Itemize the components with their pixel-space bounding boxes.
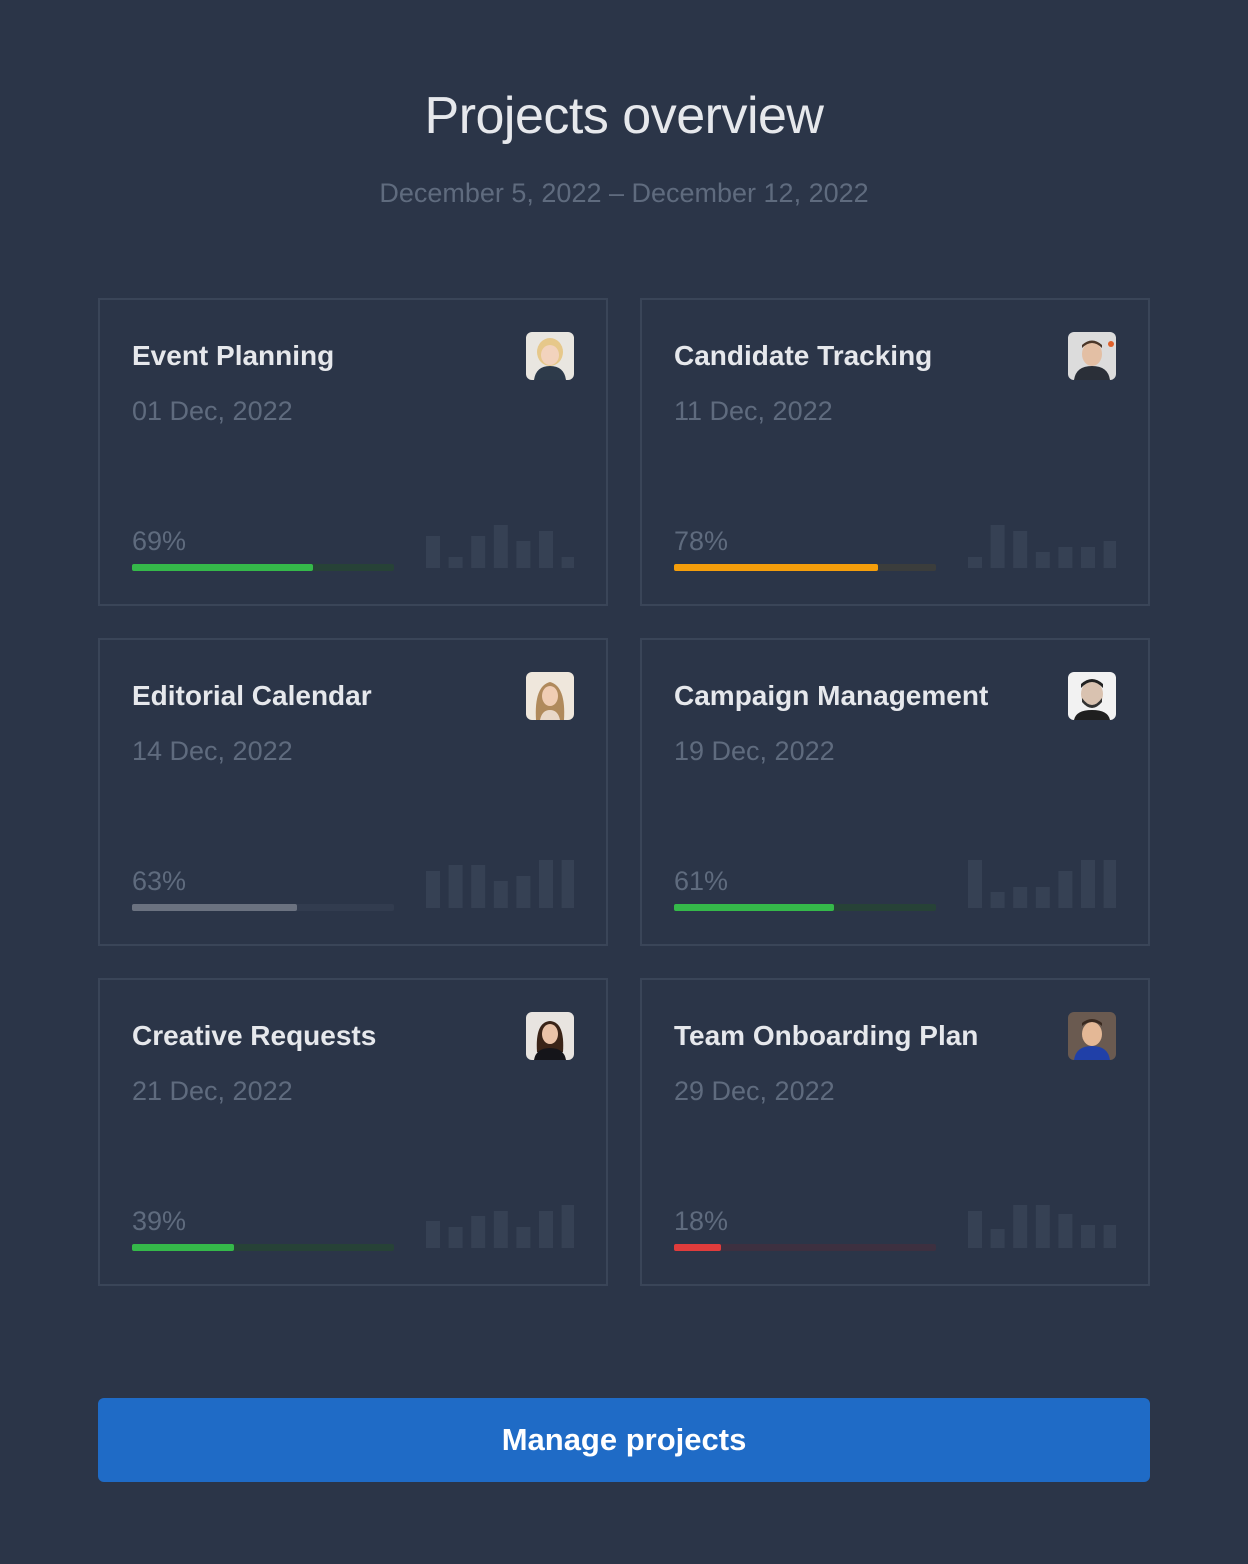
progress-track: [132, 904, 394, 911]
trend-bar: [493, 881, 508, 908]
trend-bar: [1058, 547, 1073, 568]
project-card[interactable]: Candidate Tracking 11 Dec, 2022 78%: [640, 298, 1150, 606]
trend-bar: [539, 1211, 553, 1248]
trend-bar: [516, 541, 531, 568]
trend-chart: [426, 518, 574, 568]
trend-bar: [1081, 547, 1095, 568]
trend-bar: [539, 860, 553, 908]
project-title: Team Onboarding Plan: [674, 1020, 979, 1051]
project-date: 29 Dec, 2022: [674, 1076, 835, 1106]
progress-fill: [674, 1244, 722, 1251]
progress-track: [132, 564, 394, 571]
project-title: Event Planning: [132, 340, 335, 371]
manage-projects-button[interactable]: Manage projects: [98, 1398, 1150, 1482]
progress-percent: 61%: [674, 866, 729, 896]
project-title: Creative Requests: [132, 1020, 377, 1051]
trend-bar: [1058, 871, 1073, 908]
avatar[interactable]: [1068, 1012, 1116, 1060]
trend-bar: [1103, 860, 1116, 908]
projects-grid: Event Planning 01 Dec, 2022 69% Candidat…: [98, 298, 1150, 1286]
trend-bar: [539, 531, 553, 568]
trend-bar: [471, 536, 486, 568]
avatar[interactable]: [1068, 672, 1116, 720]
trend-bar: [493, 525, 508, 568]
trend-bar: [1081, 860, 1095, 908]
progress-percent: 78%: [674, 526, 729, 556]
trend-chart: [426, 1198, 574, 1248]
trend-bar: [448, 865, 463, 908]
progress-fill: [674, 904, 834, 911]
trend-bar: [990, 525, 1005, 568]
project-date: 19 Dec, 2022: [674, 736, 835, 766]
trend-bar: [1013, 887, 1028, 908]
project-card[interactable]: Event Planning 01 Dec, 2022 69%: [98, 298, 608, 606]
project-card[interactable]: Campaign Management 19 Dec, 2022 61%: [640, 638, 1150, 946]
progress-percent: 69%: [132, 526, 187, 556]
project-card[interactable]: Editorial Calendar 14 Dec, 2022 63%: [98, 638, 608, 946]
avatar[interactable]: [526, 332, 574, 380]
trend-bar: [1013, 1205, 1028, 1248]
progress-fill: [674, 564, 879, 571]
trend-chart: [968, 518, 1116, 568]
trend-bar: [561, 557, 574, 568]
trend-bar: [1058, 1214, 1073, 1248]
progress-percent: 39%: [132, 1206, 187, 1236]
trend-bar: [1081, 1225, 1095, 1248]
trend-bar: [448, 1227, 463, 1248]
progress-percent: 18%: [674, 1206, 729, 1236]
trend-chart: [968, 858, 1116, 908]
trend-bar: [968, 860, 982, 908]
avatar[interactable]: [526, 1012, 574, 1060]
progress-fill: [132, 904, 298, 911]
trend-bar: [426, 536, 440, 568]
trend-bar: [968, 557, 982, 568]
trend-bar: [990, 892, 1005, 908]
project-date: 11 Dec, 2022: [674, 396, 833, 426]
progress-percent: 63%: [132, 866, 187, 896]
trend-bar: [1103, 541, 1116, 568]
project-title: Campaign Management: [674, 680, 989, 711]
progress-fill: [132, 564, 313, 571]
trend-bar: [1103, 1225, 1116, 1248]
progress-track: [674, 1244, 936, 1251]
trend-bar: [1035, 887, 1050, 908]
project-date: 01 Dec, 2022: [132, 396, 293, 426]
trend-bar: [516, 1227, 531, 1248]
trend-bar: [968, 1211, 982, 1248]
progress-track: [674, 564, 936, 571]
trend-chart: [968, 1198, 1116, 1248]
trend-bar: [561, 860, 574, 908]
trend-bar: [426, 1221, 440, 1248]
page-title: Projects overview: [424, 87, 824, 145]
trend-bar: [1035, 552, 1050, 568]
date-range: December 5, 2022 – December 12, 2022: [379, 178, 869, 208]
project-title: Candidate Tracking: [674, 340, 933, 371]
trend-chart: [426, 858, 574, 908]
progress-track: [674, 904, 936, 911]
avatar[interactable]: [526, 672, 574, 720]
project-title: Editorial Calendar: [132, 680, 372, 711]
trend-bar: [990, 1229, 1005, 1248]
project-date: 21 Dec, 2022: [132, 1076, 293, 1106]
progress-fill: [132, 1244, 235, 1251]
trend-bar: [561, 1205, 574, 1248]
progress-track: [132, 1244, 394, 1251]
trend-bar: [426, 871, 440, 908]
project-card[interactable]: Creative Requests 21 Dec, 2022 39%: [98, 978, 608, 1286]
trend-bar: [493, 1211, 508, 1248]
trend-bar: [1035, 1205, 1050, 1248]
project-date: 14 Dec, 2022: [132, 736, 293, 766]
trend-bar: [471, 865, 486, 908]
project-card[interactable]: Team Onboarding Plan 29 Dec, 2022 18%: [640, 978, 1150, 1286]
trend-bar: [448, 557, 463, 568]
trend-bar: [471, 1216, 486, 1248]
avatar[interactable]: [1068, 332, 1116, 380]
trend-bar: [516, 876, 531, 908]
trend-bar: [1013, 531, 1028, 568]
